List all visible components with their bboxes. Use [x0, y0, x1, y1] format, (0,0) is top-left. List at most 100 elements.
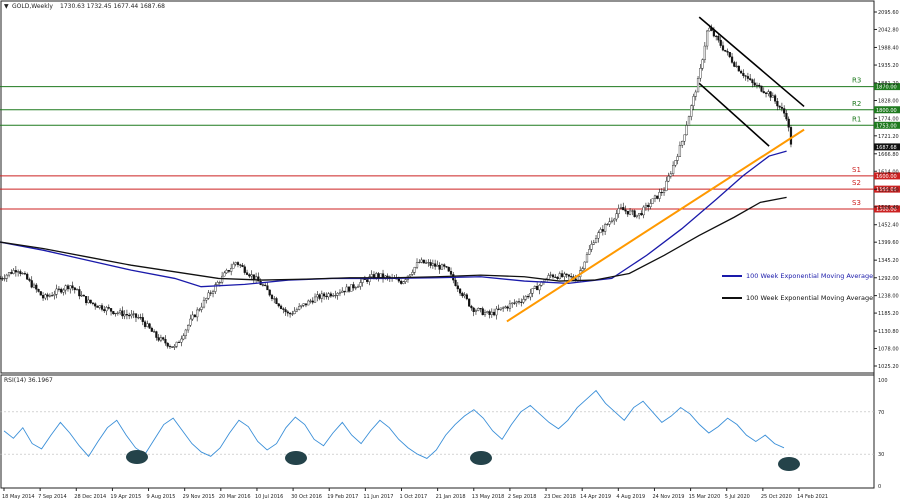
- y-tick-label: 1238.00: [878, 294, 899, 300]
- candle-body: [706, 30, 709, 47]
- candle-body: [379, 273, 382, 278]
- candle-body: [644, 204, 648, 208]
- x-tick-label: 4 Aug 2019: [616, 494, 645, 500]
- candle-body: [300, 305, 303, 307]
- candle-body: [728, 52, 731, 58]
- candle-body: [472, 307, 475, 312]
- candle-body: [105, 307, 108, 312]
- candle-body: [41, 295, 45, 299]
- x-tick-label: 28 Dec 2014: [74, 494, 106, 500]
- candle-body: [78, 289, 81, 297]
- candle-body: [789, 127, 793, 145]
- candle-body: [597, 232, 600, 239]
- candle-body: [85, 296, 88, 304]
- legend-label-blue: 100 Week Exponential Moving Average: [746, 272, 873, 280]
- candle-body: [626, 210, 629, 215]
- candle-body: [98, 305, 101, 308]
- candle-body: [143, 321, 147, 327]
- rsi-title: RSI(14) 36.1967: [4, 377, 53, 384]
- y-tick-label: 1935.20: [878, 63, 899, 69]
- candle-body: [200, 306, 203, 310]
- candle-body: [638, 213, 641, 216]
- candle-body: [601, 229, 604, 232]
- channel-upper: [698, 16, 805, 108]
- x-tick-label: 30 Oct 2016: [291, 494, 322, 500]
- candle-body: [694, 91, 697, 97]
- x-tick-label: 14 Feb 2021: [797, 494, 828, 500]
- candle-body: [30, 280, 33, 288]
- candle-body: [746, 76, 750, 79]
- x-tick-label: 29 Nov 2015: [183, 494, 215, 500]
- candle-body: [735, 65, 738, 67]
- candle-body: [499, 307, 502, 310]
- candle-body: [733, 62, 736, 67]
- rsi-y-tick-label: 30: [878, 452, 884, 458]
- candle-body: [250, 274, 253, 277]
- y-tick-label: 1185.20: [878, 311, 899, 317]
- x-tick-label: 13 May 2018: [472, 494, 505, 500]
- candle-body: [73, 287, 76, 291]
- y-tick-label: 1881.20: [878, 81, 899, 87]
- level-price-tag-r2: [874, 106, 900, 114]
- candle-body: [322, 293, 326, 297]
- candle-body: [400, 280, 403, 284]
- candle-body: [187, 325, 190, 331]
- candle-body: [248, 274, 251, 277]
- candle-body: [427, 262, 430, 264]
- candle-body: [352, 284, 355, 289]
- candle-body: [171, 346, 174, 348]
- candle-body: [286, 311, 289, 314]
- candle-body: [420, 259, 423, 263]
- candle-body: [624, 209, 627, 212]
- candle-body: [236, 262, 240, 265]
- candle-body: [207, 292, 210, 299]
- candle-body: [341, 290, 344, 293]
- candle-body: [520, 301, 523, 303]
- candle-body: [411, 272, 414, 275]
- candle-body: [556, 276, 559, 280]
- candle-body: [712, 30, 716, 37]
- candle-body: [245, 272, 249, 275]
- candle-body: [359, 282, 362, 287]
- candle-body: [590, 244, 593, 250]
- candle-body: [592, 242, 595, 245]
- candle-body: [456, 285, 459, 290]
- y-tick-label: 1774.00: [878, 116, 899, 122]
- x-tick-label: 25 Oct 2020: [761, 494, 792, 500]
- y-tick-label: 1078.00: [878, 347, 899, 353]
- candle-body: [216, 282, 219, 285]
- legend-label-black: 100 Week Exponential Moving Average: [746, 294, 873, 302]
- candle-body: [159, 337, 163, 341]
- rsi-y-tick-label: 70: [878, 410, 884, 416]
- candle-body: [243, 266, 246, 273]
- candle-body: [153, 331, 156, 333]
- candle-body: [347, 286, 351, 292]
- candle-body: [137, 317, 140, 319]
- candle-body: [404, 279, 407, 282]
- candle-body: [665, 180, 668, 191]
- candle-body: [481, 308, 484, 316]
- x-tick-label: 20 Mar 2016: [219, 494, 251, 500]
- candle-body: [211, 291, 215, 294]
- candle-body: [148, 323, 151, 329]
- candle-body: [230, 268, 233, 272]
- x-tick-label: 5 Jul 2020: [725, 494, 750, 500]
- candle-body: [633, 210, 636, 218]
- candle-body: [282, 308, 285, 310]
- candle-body: [511, 302, 514, 305]
- candle-body: [687, 116, 691, 126]
- candle-body: [356, 286, 360, 288]
- candle-body: [615, 213, 618, 220]
- candle-body: [760, 85, 763, 92]
- last-price-tag-text: 1687.68: [876, 145, 897, 151]
- candle-body: [26, 273, 29, 280]
- level-price-tag-text: 1800.00: [876, 108, 897, 114]
- last-price-tag: [874, 143, 900, 151]
- candle-body: [483, 312, 487, 316]
- rsi-line: [3, 389, 785, 459]
- candle-body: [320, 293, 323, 299]
- candle-body: [55, 288, 58, 295]
- candle-body: [60, 288, 63, 293]
- level-price-tag-r1: [874, 121, 900, 129]
